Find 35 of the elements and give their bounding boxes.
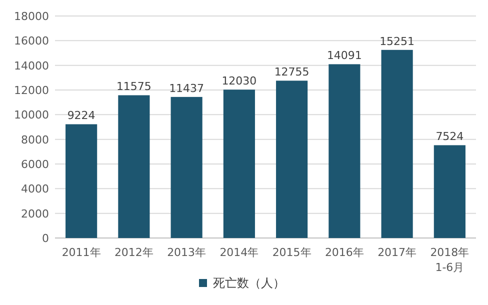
legend-label: 死亡数（人） [213, 276, 285, 290]
data-label: 11437 [169, 82, 204, 95]
x-tick-label: 2017年 [378, 246, 417, 259]
x-tick-label: 2015年 [272, 246, 312, 259]
bar [381, 50, 413, 238]
y-tick-label: 2000 [21, 207, 49, 220]
y-tick-label: 16000 [14, 34, 49, 48]
bar [223, 90, 255, 238]
bar [328, 64, 360, 238]
data-label: 12755 [274, 66, 310, 79]
x-tick-label: 2018年 1-6月 [430, 246, 470, 274]
bar [434, 145, 466, 238]
x-tick-label: 2016年 [324, 246, 364, 259]
x-tick-label: 2011年 [62, 246, 101, 259]
y-tick-label: 14000 [14, 59, 49, 72]
x-tick-label: 2014年 [220, 246, 259, 259]
y-tick-label: 0 [42, 232, 49, 245]
data-label: 7524 [436, 130, 464, 144]
data-label: 14091 [326, 49, 362, 62]
data-label: 11575 [116, 80, 152, 94]
y-tick-label: 8000 [21, 133, 49, 146]
data-label: 9224 [67, 109, 96, 122]
y-tick-label: 12000 [14, 84, 49, 97]
bar [66, 124, 98, 238]
bar [170, 96, 202, 238]
data-label: 15251 [380, 34, 415, 48]
bar [118, 95, 150, 238]
data-label: 12030 [222, 74, 257, 88]
x-tick-label: 2012年 [114, 246, 154, 259]
y-tick-label: 18000 [14, 10, 49, 23]
x-tick-label: 2013年 [167, 246, 206, 259]
y-tick-label: 10000 [14, 108, 49, 122]
bar [276, 80, 308, 238]
y-tick-label: 6000 [21, 158, 49, 171]
y-tick-label: 4000 [21, 182, 49, 196]
